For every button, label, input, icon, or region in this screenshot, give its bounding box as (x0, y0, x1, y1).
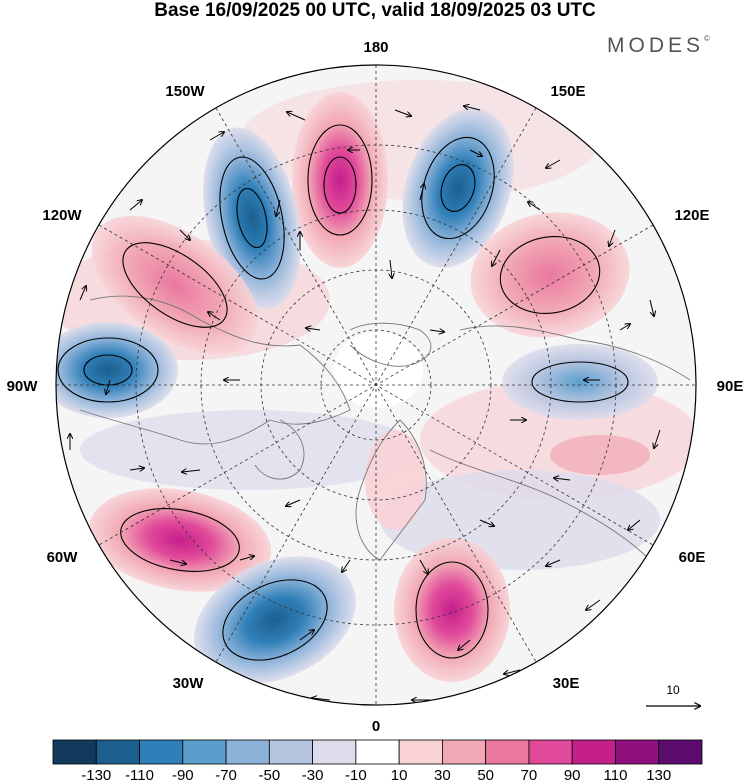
colorbar-tick-label: 110 (604, 767, 628, 783)
colorbar-swatch (95, 739, 140, 765)
map-disc (56, 65, 696, 705)
colorbar-swatch (268, 739, 313, 765)
anomaly-positive (365, 430, 425, 530)
colorbar-tick-label: -130 (81, 767, 111, 783)
lon-label-0: 0 (372, 718, 380, 735)
lon-label-90w: 90W (7, 378, 39, 395)
anomaly-positive (394, 538, 510, 682)
map-boundary (55, 64, 697, 706)
colorbar-tick-label: -90 (172, 767, 194, 783)
brand-copyright-mark: © (704, 34, 710, 43)
lon-label-150e: 150E (550, 83, 585, 100)
colorbar-swatch (355, 739, 400, 765)
lon-label-60e: 60E (679, 549, 706, 566)
lon-label-90e: 90E (717, 378, 744, 395)
coastlines (79, 295, 691, 561)
colorbar-swatch (485, 739, 530, 765)
colorbar-tick-label: -10 (345, 767, 367, 783)
colorbar-tick-label: 50 (477, 767, 494, 783)
geopotential-contours (57, 124, 629, 661)
colorbar-tick-label: -110 (125, 767, 154, 783)
anomaly-positive (550, 435, 650, 475)
colorbar-labels: -130 -110 -90 -70 -50 -30 -10 10 30 50 70 90 110 130 (81, 767, 671, 783)
colorbar-tick-label: -30 (302, 767, 324, 783)
colorbar-swatch (225, 739, 270, 765)
colorbar-tick-label: 30 (434, 767, 451, 783)
lon-label-150w: 150W (165, 83, 205, 100)
anomaly-negative (194, 556, 356, 684)
lon-label-120e: 120E (674, 207, 709, 224)
anomaly-negative (56, 322, 178, 418)
colorbar-tick-label: 130 (646, 767, 671, 783)
colorbar-swatch (52, 739, 97, 765)
colorbar-swatch (658, 739, 703, 765)
colorbar-swatch (139, 739, 184, 765)
lon-label-30w: 30W (173, 675, 205, 692)
lon-label-120w: 120W (42, 207, 82, 224)
colorbar-tick-label: 10 (391, 767, 408, 783)
anomaly-positive (292, 92, 388, 268)
anomaly-negative (502, 344, 658, 420)
colorbar-tick-label: 70 (521, 767, 538, 783)
colorbar-tick-label: 90 (564, 767, 581, 783)
colorbar-swatch (528, 739, 573, 765)
anomaly-negative (402, 108, 514, 268)
reference-vector-label: 10 (666, 683, 680, 697)
lon-label-30e: 30E (553, 675, 580, 692)
colorbar-swatch (441, 739, 487, 765)
colorbar-swatch (615, 739, 660, 765)
colorbar-swatch (398, 739, 443, 765)
colorbar-tick-label: -70 (215, 767, 237, 783)
colorbar-swatch (571, 739, 616, 765)
colorbar-swatch (312, 739, 357, 765)
colorbar-swatch (182, 739, 227, 765)
lon-label-180: 180 (363, 39, 388, 56)
brand-logo: MODES© (607, 34, 710, 58)
colorbar (52, 739, 703, 765)
brand-text: MODES (607, 34, 705, 57)
anomaly-positive (91, 215, 259, 355)
lon-label-60w: 60W (47, 549, 79, 566)
colorbar-tick-label: -50 (258, 767, 280, 783)
anomaly-positive (470, 212, 630, 338)
graticule (56, 65, 696, 705)
map-title: Base 16/09/2025 00 UTC, valid 18/09/2025… (154, 0, 596, 21)
